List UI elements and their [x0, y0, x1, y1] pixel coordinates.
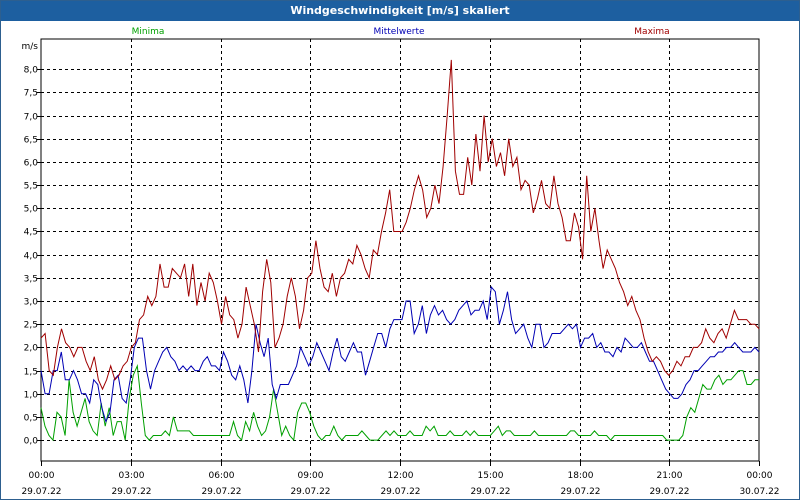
x-tick-time-label: 18:00	[568, 471, 594, 481]
x-tick-time-label: 09:00	[298, 471, 324, 481]
chart-svg: 0,0 0,5 1,0 1,5 2,0 2,5 3,0 3,5 4,0 4,5 5,0 5,5 6,0 6…	[21, 27, 780, 497]
x-tick-date-label: 29.07.22	[290, 487, 330, 497]
x-tick-time-label: 12:00	[388, 471, 414, 481]
legend-label-maxima: Maxima	[634, 27, 669, 37]
x-tick-time-label: 03:00	[119, 471, 145, 481]
legend-label-mittelwerte: Mittelwerte	[373, 27, 424, 37]
x-tick-time-label: 06:00	[209, 471, 235, 481]
y-tick-label: 3,0	[24, 298, 39, 308]
grid	[41, 39, 759, 461]
series-line-mittelwerte	[40, 285, 760, 424]
series-line-minima	[40, 363, 759, 442]
y-tick-label: 8,0	[24, 66, 39, 76]
axes: 0,0 0,5 1,0 1,5 2,0 2,5 3,0 3,5 4,0 4,5 5,0 5,5 6,0 6…	[21, 38, 780, 497]
y-tick-label: 1,5	[24, 368, 38, 378]
y-tick-label: 5,0	[24, 205, 39, 215]
x-tick-date-label: 29.07.22	[111, 487, 151, 497]
x-tick-time-label: 00:00	[29, 471, 55, 481]
x-tick-date-label: 29.07.22	[201, 487, 241, 497]
series-lines	[40, 59, 760, 442]
x-tick-date-label: 30.07.22	[739, 487, 779, 497]
x-tick-time-label: 21:00	[657, 471, 683, 481]
y-tick-label: 0,0	[24, 437, 39, 447]
y-tick-label: 2,0	[24, 344, 39, 354]
y-tick-label: 0,5	[24, 414, 38, 424]
y-tick-label: 6,5	[24, 136, 38, 146]
x-tick-date-label: 29.07.22	[560, 487, 600, 497]
y-axis-label: m/s	[22, 42, 39, 52]
y-tick-label: 3,5	[24, 275, 38, 285]
series-line-maxima	[40, 59, 760, 391]
legend-label-minima: Minima	[132, 27, 165, 37]
x-tick-date-label: 29.07.22	[21, 487, 61, 497]
x-tick-date-label: 29.07.22	[380, 487, 420, 497]
y-tick-label: 2,5	[24, 321, 38, 331]
y-tick-label: 7,0	[24, 113, 39, 123]
x-tick-date-label: 29.07.22	[470, 487, 510, 497]
y-tick-label: 4,0	[24, 252, 39, 262]
legend: Minima Mittelwerte Maxima	[132, 27, 670, 37]
x-tick-time-label: 00:00	[747, 471, 773, 481]
y-tick-label: 1,0	[24, 391, 39, 401]
y-tick-label: 4,5	[24, 228, 38, 238]
y-tick-label: 7,5	[24, 89, 38, 99]
window-title: Windgeschwindigkeit [m/s] skaliert	[1, 1, 799, 21]
y-tick-label: 5,5	[24, 182, 38, 192]
x-tick-date-label: 29.07.22	[649, 487, 689, 497]
y-tick-label: 6,0	[24, 159, 39, 169]
x-tick-time-label: 15:00	[478, 471, 504, 481]
